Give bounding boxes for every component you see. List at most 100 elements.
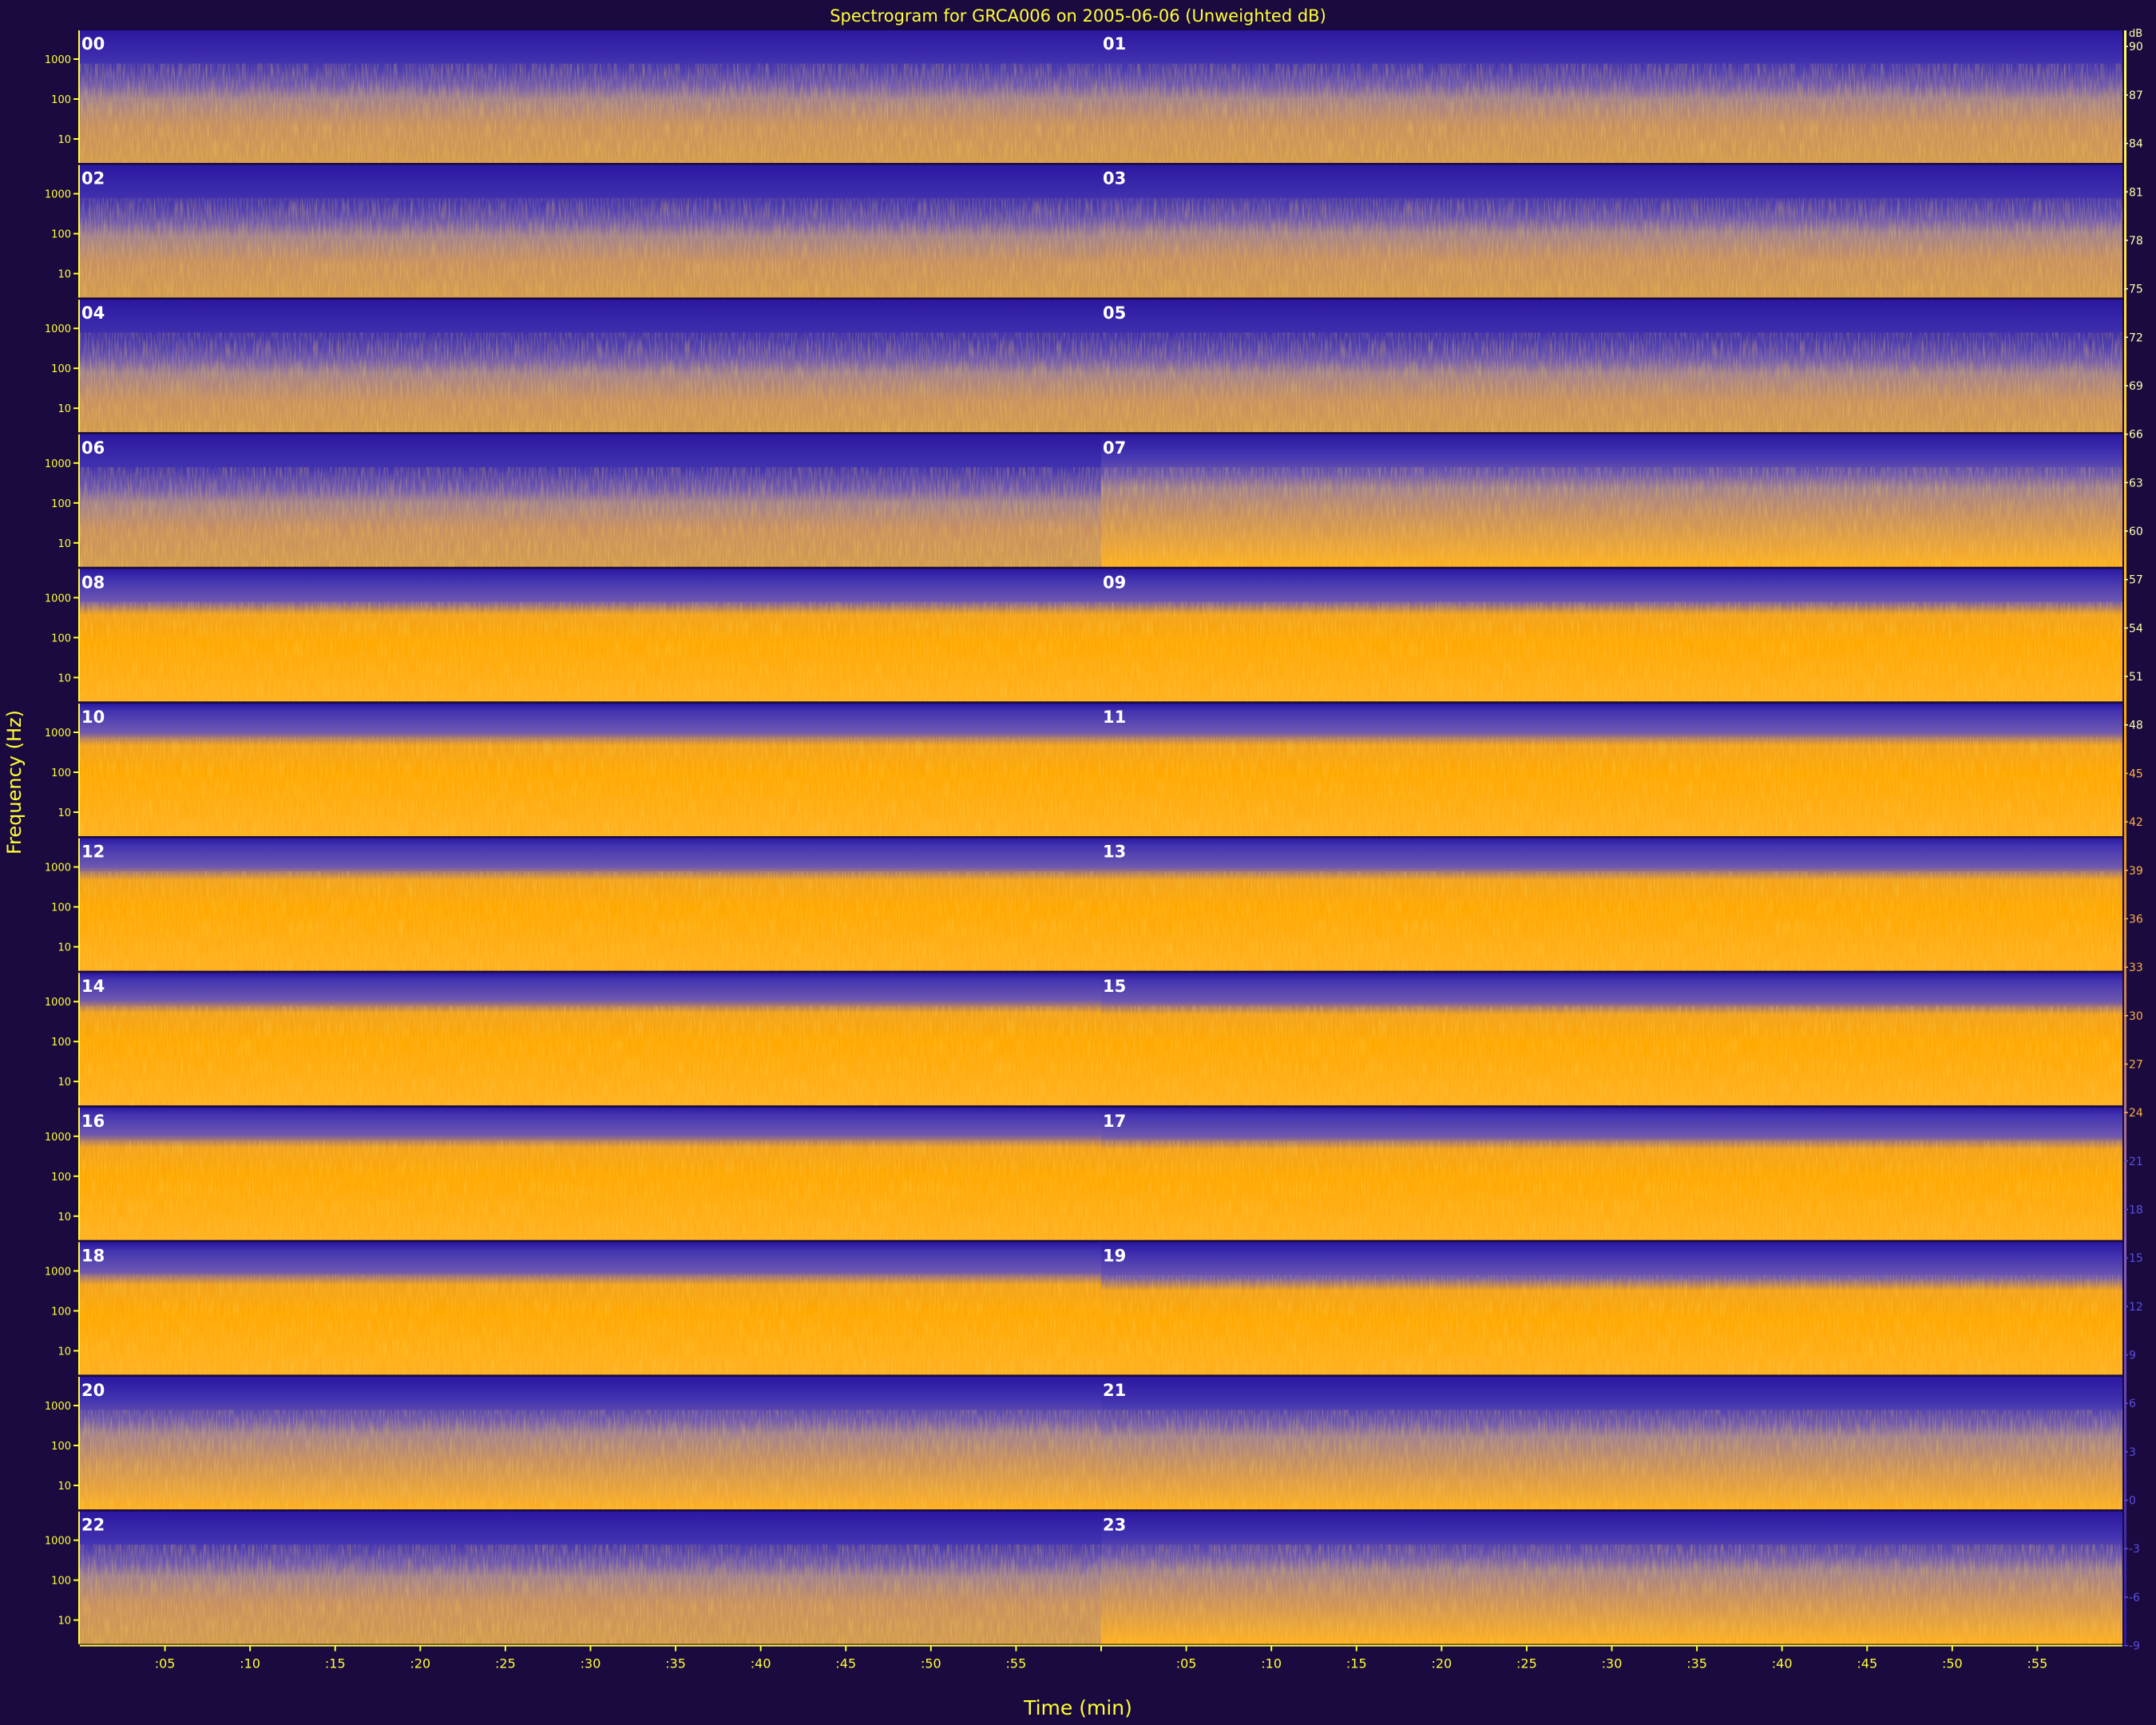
colorbar-tick-label: 33 xyxy=(2129,962,2143,974)
colorbar-tick-label: 0 xyxy=(2129,1495,2136,1508)
colorbar-tick-label: 27 xyxy=(2129,1058,2143,1071)
row-separator xyxy=(80,1239,2122,1242)
x-tick-label: :50 xyxy=(921,1656,941,1671)
x-tick-label: :20 xyxy=(410,1656,430,1671)
y-tick-label: 10 xyxy=(57,538,71,550)
x-tick-label: :05 xyxy=(155,1656,176,1671)
row-separator xyxy=(80,1374,2122,1377)
hour-band-texture xyxy=(80,1140,1101,1240)
y-tick-label: 1000 xyxy=(45,1266,71,1278)
y-tick-label: 10 xyxy=(57,1077,71,1089)
colorbar-tick-label: 84 xyxy=(2129,138,2143,151)
hour-band-texture xyxy=(1101,1545,2122,1644)
hour-label: 04 xyxy=(81,303,105,323)
colorbar-tick-label: 24 xyxy=(2129,1107,2143,1120)
y-tick-label: 10 xyxy=(57,403,71,415)
colorbar-tick-label: 36 xyxy=(2129,913,2143,926)
colorbar-tick-label: 45 xyxy=(2129,767,2143,780)
y-tick-label: 100 xyxy=(51,498,71,510)
chart-title: Spectrogram for GRCA006 on 2005-06-06 (U… xyxy=(830,6,1326,26)
hour-label: 23 xyxy=(1103,1516,1126,1535)
y-tick-label: 10 xyxy=(57,269,71,281)
colorbar-tick-label: 15 xyxy=(2129,1252,2143,1265)
hour-label: 02 xyxy=(81,169,105,188)
colorbar-tick-label: 39 xyxy=(2129,865,2143,878)
x-tick-label: :40 xyxy=(1772,1656,1793,1671)
frequency-axis: 1000 100 10 1000 100 10 1000 100 10 1000 100 10 1000… xyxy=(45,30,80,1644)
colorbar-tick-label: 51 xyxy=(2129,671,2143,684)
colorbar-tick-label: 12 xyxy=(2129,1301,2143,1314)
hour-label: 10 xyxy=(81,708,105,727)
hour-band-texture xyxy=(1101,601,2122,702)
colorbar-tick-label: 48 xyxy=(2129,720,2143,732)
colorbar-tick-label: 63 xyxy=(2129,477,2143,490)
colorbar-tick-label: 3 xyxy=(2129,1446,2136,1459)
row-separator xyxy=(80,970,2122,973)
hour-label: 09 xyxy=(1103,573,1126,592)
x-tick-label: :50 xyxy=(1942,1656,1963,1671)
y-tick-label: 1000 xyxy=(45,593,71,605)
colorbar-tick-label: 87 xyxy=(2129,89,2143,102)
y-tick-label: 10 xyxy=(57,1346,71,1358)
hour-band-texture xyxy=(80,63,1101,163)
hour-label: 01 xyxy=(1103,34,1126,54)
y-tick-label: 100 xyxy=(51,767,71,779)
y-tick-label: 10 xyxy=(57,672,71,684)
y-tick-label: 1000 xyxy=(45,458,71,470)
row-separator xyxy=(80,163,2122,165)
x-tick-label: :10 xyxy=(1261,1656,1282,1671)
hour-band-texture xyxy=(80,1410,1101,1509)
colorbar-tick-label: 81 xyxy=(2129,186,2143,199)
row-separator xyxy=(80,836,2122,838)
hour-band-texture xyxy=(80,198,1101,298)
colorbar-tick-label: 69 xyxy=(2129,380,2143,393)
hour-label: 11 xyxy=(1103,708,1126,727)
hour-label: 00 xyxy=(81,34,105,54)
hour-band-texture xyxy=(80,332,1101,433)
hour-band-texture xyxy=(1101,467,2122,567)
y-tick-label: 1000 xyxy=(45,997,71,1009)
x-tick-label: :55 xyxy=(1006,1656,1027,1671)
x-tick-label: :15 xyxy=(1346,1656,1367,1671)
x-tick-label: :45 xyxy=(1857,1656,1877,1671)
row-separator xyxy=(80,1509,2122,1511)
row-separator xyxy=(80,1105,2122,1108)
hour-label: 15 xyxy=(1103,977,1126,996)
hour-band-texture xyxy=(1101,871,2122,971)
y-tick-label: 100 xyxy=(51,229,71,241)
colorbar-tick-label: 78 xyxy=(2129,235,2143,248)
colorbar: dB90878481787572696663605754514845423936… xyxy=(2124,28,2143,1653)
hour-label: 19 xyxy=(1103,1246,1126,1265)
colorbar-tick-label: 6 xyxy=(2129,1398,2136,1410)
y-tick-label: 100 xyxy=(51,1037,71,1049)
y-tick-label: 100 xyxy=(51,1306,71,1318)
y-tick-label: 1000 xyxy=(45,1401,71,1413)
x-tick-label: :35 xyxy=(1686,1656,1707,1671)
time-axis: :05:10:15:20:25:30:35:40:45:50:55:05:10:… xyxy=(80,1644,2122,1671)
hour-band-texture xyxy=(1101,1410,2122,1509)
y-tick-label: 1000 xyxy=(45,1132,71,1144)
x-tick-label: :45 xyxy=(835,1656,856,1671)
hour-label: 22 xyxy=(81,1516,105,1535)
y-tick-label: 1000 xyxy=(45,323,71,335)
hour-band-texture xyxy=(80,467,1101,567)
hour-band-texture xyxy=(1101,332,2122,433)
hour-label: 13 xyxy=(1103,843,1126,862)
colorbar-tick-label: -6 xyxy=(2129,1592,2140,1604)
y-axis-label: Frequency (Hz) xyxy=(3,710,26,855)
x-tick-label: :40 xyxy=(751,1656,771,1671)
y-tick-label: 100 xyxy=(51,632,71,644)
hour-label: 05 xyxy=(1103,303,1126,323)
x-tick-label: :20 xyxy=(1431,1656,1452,1671)
colorbar-tick-label: 90 xyxy=(2129,41,2143,54)
y-tick-label: 10 xyxy=(57,1616,71,1628)
hour-label: 12 xyxy=(81,843,105,862)
colorbar-tick-label: 30 xyxy=(2129,1010,2143,1023)
colorbar-strip xyxy=(2124,30,2126,1646)
hour-label: 18 xyxy=(81,1246,105,1265)
y-tick-label: 100 xyxy=(51,363,71,375)
colorbar-tick-label: 72 xyxy=(2129,331,2143,344)
row-separator xyxy=(80,297,2122,299)
hour-label: 03 xyxy=(1103,169,1126,188)
